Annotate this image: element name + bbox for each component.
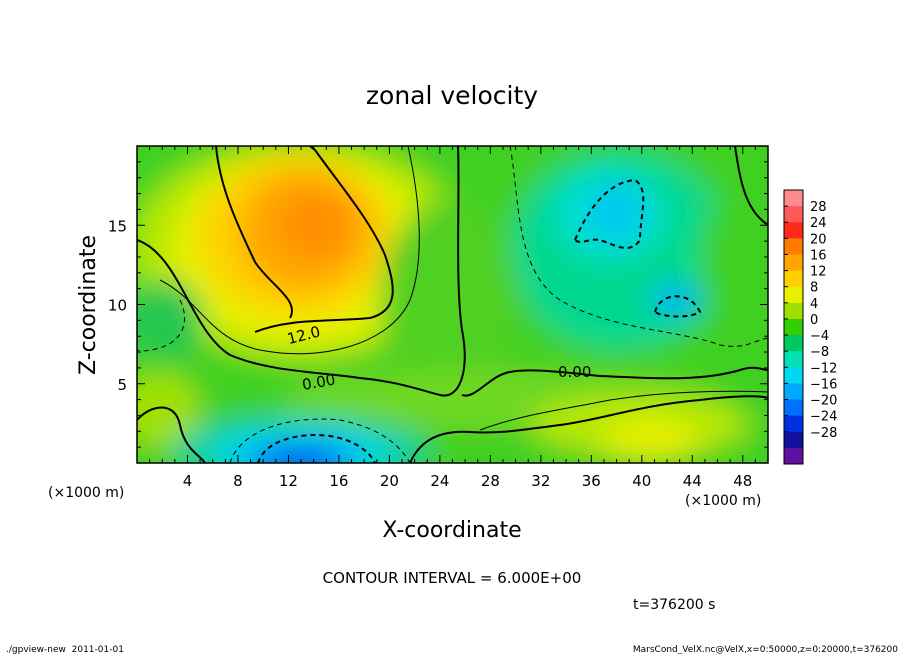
y-axis-unit: (×1000 m)	[48, 485, 124, 501]
contour-label-0-right: 0.00	[558, 363, 591, 381]
contour-0-bottom	[137, 395, 768, 463]
contour-neg12-top	[574, 178, 645, 249]
y-axis-label: Z-coordinate	[76, 235, 101, 375]
colorbar-label: −28	[810, 426, 837, 441]
x-tick-label: 16	[329, 472, 348, 490]
contour-6	[159, 146, 420, 355]
footer-right: MarsCond_VelX.nc@VelX,x=0:50000,z=0:2000…	[633, 645, 898, 654]
contour-label-0-left: 0.00	[301, 370, 337, 394]
x-tick-label: 12	[279, 472, 298, 490]
y-tick-label: 5	[117, 376, 127, 394]
colorbar-frame	[783, 189, 804, 465]
colorbar-swatch	[784, 415, 803, 433]
x-tick-label: 32	[531, 472, 550, 490]
colorbar-swatch	[784, 351, 803, 368]
footer-left: ./gpview-new 2011-01-01	[6, 645, 124, 654]
colorbar-swatch	[784, 431, 803, 449]
contour-12	[215, 146, 394, 333]
time-label: t=376200 s	[633, 597, 715, 613]
colorbar-swatch	[784, 190, 803, 207]
contour-0-left	[137, 146, 466, 397]
chart-title: zonal velocity	[366, 81, 538, 110]
colorbar-label: 8	[810, 281, 818, 296]
y-axis: 5 10 15	[108, 161, 768, 448]
colorbar-label: 24	[810, 216, 827, 231]
colorbar-label: −24	[810, 410, 837, 425]
y-tick-label: 15	[108, 217, 127, 235]
x-tick-label: 28	[481, 472, 500, 490]
heatmap-field	[137, 146, 768, 463]
colorbar-label: 16	[810, 248, 827, 263]
colorbar-label: 20	[810, 232, 827, 247]
colorbar-label: −8	[810, 345, 829, 360]
colorbar-swatch	[784, 367, 803, 384]
colorbar-label: −12	[810, 361, 837, 376]
contour-0-topright	[734, 146, 768, 226]
contour-neg6-bottom	[229, 418, 411, 463]
colorbar-label: 12	[810, 265, 827, 280]
colorbar-label: −20	[810, 394, 837, 409]
x-tick-label: 8	[233, 472, 243, 490]
contour-0-right	[461, 366, 768, 397]
colorbar-swatch	[784, 238, 803, 255]
contour-lines	[137, 146, 768, 463]
x-tick-label: 40	[632, 472, 651, 490]
colorbar-swatch	[784, 254, 803, 272]
colorbar-swatch	[784, 318, 803, 336]
colorbar-label: 28	[810, 200, 827, 215]
colorbar-label: −4	[810, 329, 829, 344]
colorbar-swatch	[784, 447, 803, 465]
x-tick-label: 48	[733, 472, 752, 490]
colorbar-swatch	[784, 335, 803, 352]
x-tick-label: 24	[430, 472, 449, 490]
colorbar-swatch	[784, 399, 803, 417]
x-tick-label: 4	[183, 472, 193, 490]
colorbar-swatch	[784, 286, 803, 304]
x-tick-label: 36	[582, 472, 601, 490]
colorbar-label: 0	[810, 313, 818, 328]
x-axis-unit: (×1000 m)	[685, 493, 761, 509]
contour-neg12-small	[654, 295, 702, 318]
colorbar-swatch	[784, 270, 803, 288]
colorbar-swatch	[784, 383, 803, 401]
colorbar-swatch	[784, 222, 803, 239]
contour-neg12-bottom	[257, 434, 376, 463]
colorbar-swatch	[784, 302, 803, 320]
colorbar-label: 4	[810, 297, 818, 312]
y-tick-label: 10	[108, 297, 127, 315]
colorbar-swatch	[784, 206, 803, 223]
x-axis-label: X-coordinate	[382, 518, 521, 543]
contour-neg6-right	[509, 146, 768, 347]
contour-6-bottom	[479, 390, 768, 431]
x-tick-label: 20	[380, 472, 399, 490]
x-axis: 4 8 12 16 20 24 28 32 36 40 44 48	[149, 146, 756, 490]
x-tick-label: 44	[683, 472, 702, 490]
contour-interval: CONTOUR INTERVAL = 6.000E+00	[323, 569, 582, 587]
colorbar-label: −16	[810, 377, 837, 392]
contour-neg6-left	[137, 299, 186, 352]
